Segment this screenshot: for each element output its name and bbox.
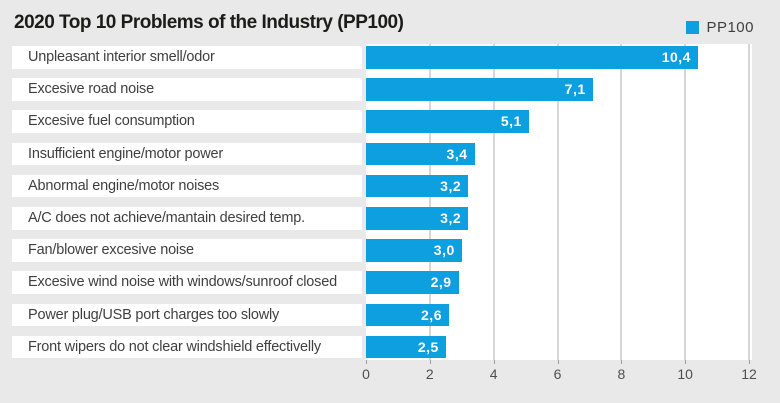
category-row: A/C does not achieve/mantain desired tem… [12, 207, 362, 230]
x-axis-tick [685, 360, 687, 364]
gridline [556, 44, 559, 360]
category-row: Excesive fuel consumption [12, 110, 362, 133]
category-row: Power plug/USB port charges too slowly [12, 303, 362, 327]
x-axis-tick [621, 360, 623, 364]
x-axis-tick-label: 6 [553, 366, 562, 382]
category-row: Excesive road noise [12, 78, 362, 101]
x-axis-tick-label: 2 [425, 366, 434, 382]
bar: 10,4 [366, 46, 698, 69]
x-axis-tick [366, 360, 367, 364]
category-row: Excesive wind noise with windows/sunroof… [12, 271, 362, 294]
x-axis-tick [493, 360, 495, 364]
x-axis-tick-label: 12 [741, 366, 757, 382]
bar-value-label: 5,1 [500, 113, 522, 130]
legend-swatch-icon [686, 21, 700, 34]
bar: 3,2 [366, 207, 469, 230]
x-axis-tick-label: 10 [677, 366, 693, 382]
x-axis-tick-label: 0 [362, 366, 370, 382]
x-axis-tick-label: 8 [617, 366, 626, 382]
category-label: Excesive road noise [28, 81, 154, 98]
bar: 3,2 [366, 174, 469, 198]
chart-title: 2020 Top 10 Problems of the Industry (PP… [14, 12, 404, 33]
bar: 2,6 [366, 303, 449, 327]
bar-value-label: 3,4 [446, 145, 468, 162]
category-label: Insufficient engine/motor power [28, 145, 224, 162]
category-label: Excesive wind noise with windows/sunroof… [28, 274, 337, 291]
category-label: Unpleasant interior smell/odor [28, 49, 215, 65]
gridline [492, 44, 495, 360]
category-row: Insufficient engine/motor power [12, 142, 362, 166]
x-axis-tick [749, 360, 751, 364]
category-row: Fan/blower excesive noise [12, 239, 362, 262]
bar: 2,9 [366, 271, 459, 294]
bar-value-label: 2,6 [421, 306, 442, 323]
legend-label: PP100 [706, 19, 754, 36]
category-label: Front wipers do not clear windshield eff… [28, 338, 321, 355]
category-row: Front wipers do not clear windshield eff… [12, 335, 362, 359]
bar-value-label: 10,4 [661, 49, 691, 65]
bar-value-label: 3,0 [433, 242, 455, 259]
bar: 3,4 [366, 142, 475, 166]
bar-value-label: 3,2 [440, 210, 462, 226]
x-axis-tick-label: 4 [489, 366, 498, 382]
category-row: Unpleasant interior smell/odor [12, 46, 362, 69]
x-axis-tick [429, 360, 431, 364]
gridline [684, 44, 687, 360]
bar: 5,1 [366, 110, 529, 133]
category-label: Excesive fuel consumption [28, 113, 195, 130]
bar-value-label: 7,1 [564, 81, 586, 98]
bar: 2,5 [366, 335, 446, 359]
gridline [428, 44, 431, 360]
category-label: A/C does not achieve/mantain desired tem… [28, 210, 305, 226]
category-label: Abnormal engine/motor noises [28, 177, 220, 194]
bar-value-label: 3,2 [440, 177, 462, 194]
bar-value-label: 2,9 [430, 274, 452, 291]
category-label: Fan/blower excesive noise [28, 242, 194, 259]
bar: 7,1 [366, 78, 593, 101]
category-label: Power plug/USB port charges too slowly [28, 306, 280, 323]
bar: 3,0 [366, 239, 462, 262]
x-axis-tick [557, 360, 559, 364]
gridline [620, 44, 623, 360]
legend: PP100 [686, 19, 754, 36]
gridline [748, 44, 751, 360]
category-row: Abnormal engine/motor noises [12, 174, 362, 198]
bar-value-label: 2,5 [417, 338, 439, 355]
